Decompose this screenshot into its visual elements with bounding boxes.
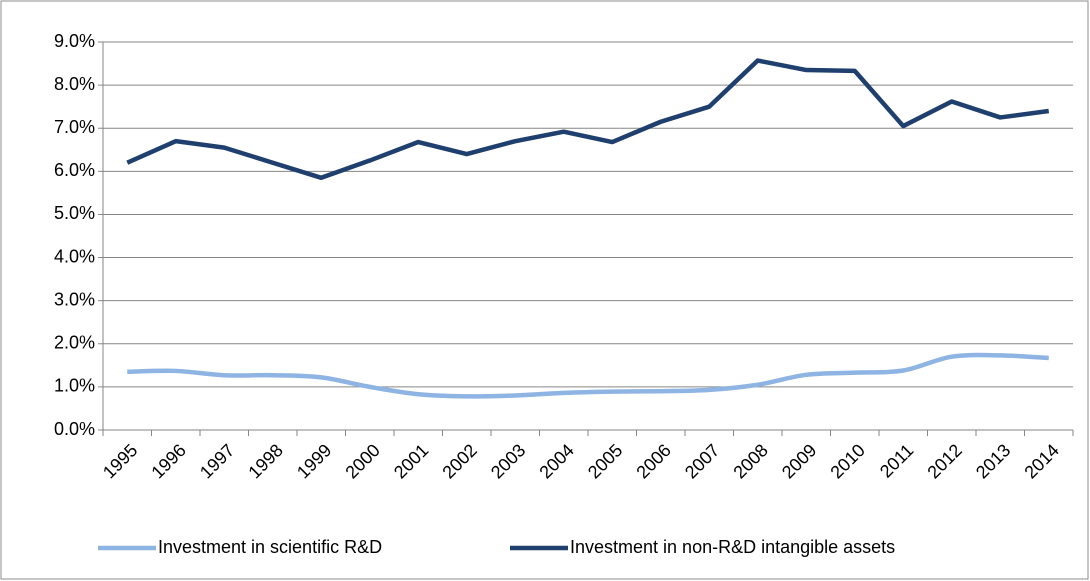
y-tick-label: 5.0% [54,203,95,223]
y-tick-label: 7.0% [54,117,95,137]
y-tick-label: 4.0% [54,246,95,266]
y-tick-label: 9.0% [54,31,95,51]
y-tick-label: 0.0% [54,419,95,439]
series-line [127,352,1049,399]
y-tick-label: 2.0% [54,333,95,353]
legend-label: Investment in scientific R&D [158,537,382,557]
y-tick-label: 8.0% [54,74,95,94]
legend-label: Investment in non-R&D intangible assets [570,537,895,557]
y-tick-label: 3.0% [54,289,95,309]
y-tick-label: 6.0% [54,160,95,180]
y-tick-label: 1.0% [54,376,95,396]
series-line [126,58,1050,181]
